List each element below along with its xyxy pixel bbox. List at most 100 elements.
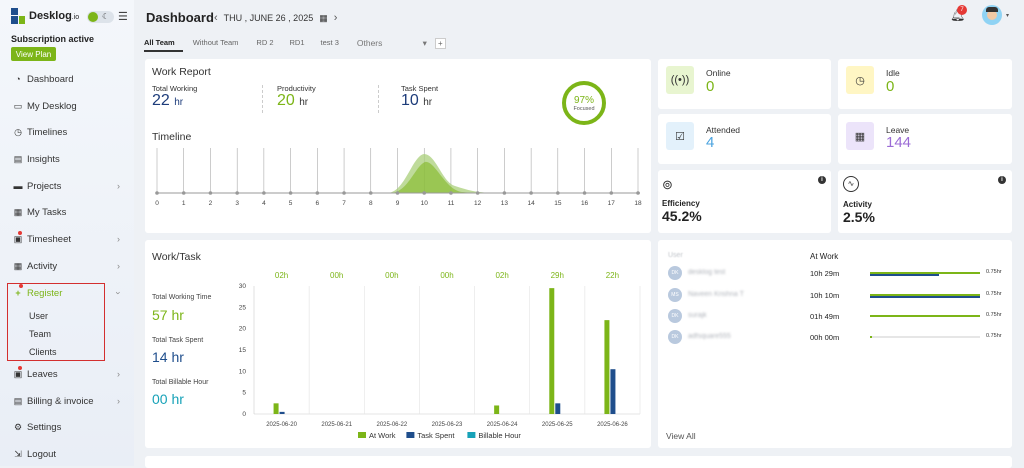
total-working-value: 22 hr — [152, 92, 184, 109]
others-dropdown[interactable]: Others ▾ — [357, 38, 427, 52]
timeline-dot — [235, 191, 239, 195]
bar-task-spent[interactable] — [610, 369, 616, 414]
sidebar-item-activity[interactable]: ▦ Activity › — [0, 256, 134, 276]
user-progress-track — [870, 294, 980, 298]
sidebar-item-dashboard[interactable]: ◔ Dashboard — [0, 69, 134, 89]
notification-badge: 7 — [957, 5, 967, 15]
timeline-dot — [181, 191, 186, 195]
view-plan-button[interactable]: View Plan — [11, 47, 56, 61]
user-row[interactable]: DK surajk 01h 49m 0.75hr — [668, 309, 1008, 323]
timeline-dot — [342, 191, 346, 195]
online-value: 0 — [706, 78, 715, 95]
timeline-tick-label: 0 — [155, 200, 159, 207]
timeline-tick-label: 8 — [369, 200, 373, 207]
timeline-dot — [449, 191, 453, 195]
bar-at-work[interactable] — [273, 403, 279, 414]
tab-all-team[interactable]: All Team — [144, 38, 183, 52]
avatar[interactable] — [982, 5, 1002, 25]
timeline-dot — [636, 191, 640, 195]
sidebar-item-insights[interactable]: ▤ Insights — [0, 149, 134, 169]
add-tab-button[interactable]: + — [434, 38, 446, 49]
prev-date-icon[interactable]: ‹ — [214, 12, 218, 24]
sidebar-item-register[interactable]: + Register › — [0, 283, 134, 303]
timeline-tick-label: 10 — [421, 200, 429, 207]
caret-down-icon[interactable]: ▾ — [1006, 13, 1010, 19]
register-sub-clients[interactable]: Clients — [29, 347, 57, 357]
user-row[interactable]: MS Naveen Krishna T 10h 10m 0.75hr — [668, 288, 1008, 302]
y-tick-label: 15 — [239, 347, 247, 354]
timeline-dot — [368, 191, 373, 195]
clock-icon: ◷ — [846, 66, 874, 94]
theme-toggle[interactable]: ☾ — [87, 11, 114, 23]
info-icon[interactable]: i — [818, 176, 826, 184]
at-work-progress — [870, 315, 980, 317]
attended-value: 4 — [706, 134, 715, 151]
timeline-dot — [582, 191, 587, 195]
user-progress-track — [870, 336, 980, 338]
bar-task-spent[interactable] — [279, 411, 285, 414]
info-icon[interactable]: i — [998, 176, 1006, 184]
total-working-label: Total Working — [152, 84, 198, 93]
user-progress-track — [870, 272, 980, 276]
tab-test-3[interactable]: test 3 — [320, 38, 339, 47]
bar-at-work[interactable] — [549, 288, 555, 414]
sidebar-item-logout[interactable]: ⇲ Logout — [0, 444, 134, 464]
x-tick-label: 2025-06-20 — [266, 422, 297, 428]
leave-label: Leave — [886, 125, 910, 135]
user-progress-track — [870, 315, 980, 317]
chevron-right-icon: › — [117, 234, 120, 244]
top-total-label: 02h — [495, 271, 508, 280]
register-sub-team[interactable]: Team — [29, 329, 52, 339]
tab-rd1[interactable]: RD1 — [289, 38, 305, 47]
sidebar: Desklog.io ☾ ☰ Subscription active View … — [0, 0, 134, 466]
tab-without-team[interactable]: Without Team — [192, 38, 239, 47]
x-tick-label: 2025-06-25 — [542, 422, 573, 428]
sidebar-item-billing[interactable]: ▤ Billing & invoice › — [0, 391, 134, 411]
dashboard-icon: ◔ — [15, 74, 21, 84]
work-task-chart: 0 5 10 15 20 25 30 02h 2025-06-20 00h 2025-06-21 00… — [239, 271, 641, 440]
timeline-tick-label: 6 — [316, 200, 320, 207]
user-row[interactable]: DK desklog test 10h 29m 0.75hr — [668, 266, 1008, 280]
sidebar-item-leaves[interactable]: ▣ Leaves › — [0, 364, 134, 384]
user-at-work-time: 10h 29m — [810, 269, 840, 278]
sidebar-item-projects[interactable]: ▬ Projects › — [0, 176, 134, 196]
at-work-progress — [870, 272, 980, 274]
efficiency-icon: ⊚ — [662, 177, 673, 192]
leave-value: 144 — [886, 134, 912, 151]
total-billable-hour-label: Total Billable Hour — [152, 379, 209, 386]
timeline-title: Timeline — [152, 131, 192, 143]
next-date-icon[interactable]: › — [333, 12, 338, 24]
calendar-icon[interactable]: ▦ — [319, 12, 328, 23]
insights-icon: ▤ — [13, 153, 23, 164]
logout-icon: ⇲ — [14, 448, 22, 459]
user-name: surajk — [688, 312, 707, 319]
view-all-link[interactable]: View All — [666, 431, 696, 441]
users-card — [658, 240, 1012, 448]
efficiency-card — [658, 170, 831, 233]
sidebar-item-my-desklog[interactable]: ▭ My Desklog — [0, 96, 134, 116]
timeline-tick-label: 3 — [235, 200, 239, 207]
user-name: desklog test — [688, 269, 726, 276]
folder-icon: ▬ — [13, 181, 23, 191]
focused-value: 97% — [573, 94, 594, 106]
bar-task-spent[interactable] — [555, 403, 561, 414]
idle-value: 0 — [886, 78, 895, 95]
sidebar-item-my-tasks[interactable]: ▦ My Tasks — [0, 202, 134, 222]
date-navigator: ‹ THU , JUNE 26 , 2025 ▦ › — [214, 12, 337, 24]
y-tick-label: 0 — [242, 411, 246, 418]
y-tick-label: 25 — [239, 304, 247, 311]
user-row[interactable]: DK adfsquare555 00h 00m 0.75hr — [668, 330, 1008, 344]
timeline-tick-label: 16 — [581, 200, 589, 207]
bar-at-work[interactable] — [494, 405, 500, 414]
tab-rd-2[interactable]: RD 2 — [256, 38, 274, 47]
work-report-title: Work Report — [152, 66, 211, 78]
desklog-logo[interactable]: Desklog.io — [11, 8, 79, 24]
bar-at-work[interactable] — [604, 320, 610, 414]
sidebar-item-timelines[interactable]: ◷ Timelines — [0, 122, 134, 142]
menu-toggle-icon[interactable]: ☰ — [118, 11, 128, 23]
sidebar-item-timesheet[interactable]: ▣ Timesheet › — [0, 229, 134, 249]
productivity-value: 20 hr — [277, 92, 309, 109]
sidebar-item-settings[interactable]: ⚙ Settings — [0, 417, 134, 437]
total-task-spent-value: 14 hr — [152, 349, 184, 365]
register-sub-user[interactable]: User — [29, 311, 49, 321]
